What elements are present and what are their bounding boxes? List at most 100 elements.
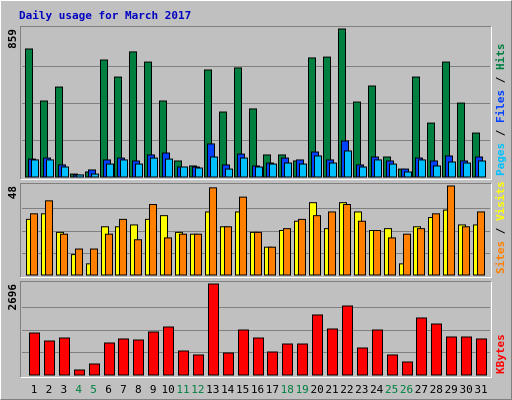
bar — [416, 317, 427, 376]
x-tick-label: 23 — [355, 383, 368, 396]
bar — [313, 215, 321, 276]
bar — [104, 342, 115, 376]
x-tick-label: 20 — [310, 383, 323, 396]
x-tick-label: 26 — [400, 383, 413, 396]
bar — [431, 323, 442, 376]
bar — [432, 213, 440, 276]
bar — [178, 350, 189, 376]
bar — [327, 328, 338, 376]
x-tick-label: 13 — [206, 383, 219, 396]
bar — [90, 248, 98, 276]
bar — [75, 248, 83, 276]
x-tick-label: 6 — [105, 383, 112, 396]
legend-entry: Sites — [494, 241, 507, 274]
bar — [91, 173, 99, 178]
bar — [359, 166, 367, 178]
bar — [163, 326, 174, 376]
bar — [238, 329, 249, 376]
bar — [299, 163, 307, 178]
bar — [165, 158, 173, 178]
x-tick-label: 12 — [191, 383, 204, 396]
bar — [374, 159, 382, 178]
bar — [373, 230, 381, 276]
bar — [329, 162, 337, 178]
bar — [477, 211, 485, 276]
x-tick-label: 5 — [90, 383, 97, 396]
bar — [461, 336, 472, 376]
bar — [418, 159, 426, 178]
legend-entry: Pages — [494, 143, 507, 176]
legend-separator: / — [494, 221, 507, 241]
bar — [328, 211, 336, 276]
bar — [269, 163, 277, 178]
bar — [118, 338, 129, 376]
bar — [478, 160, 486, 178]
bar — [149, 204, 157, 276]
bar — [133, 339, 144, 376]
bar — [55, 86, 63, 178]
panel-light — [20, 183, 492, 278]
bar — [433, 165, 441, 178]
bar — [120, 159, 128, 178]
bar — [448, 161, 456, 178]
bar — [344, 150, 352, 178]
legend-separator: / — [494, 70, 507, 90]
bar — [164, 237, 172, 276]
bar — [282, 343, 293, 376]
bar — [357, 347, 368, 376]
x-tick-label: 14 — [221, 383, 235, 396]
bar — [193, 354, 204, 376]
bar — [372, 329, 383, 376]
bar — [239, 196, 247, 276]
bar — [194, 233, 202, 276]
bar — [89, 363, 100, 376]
y-tick-label: 859 — [6, 29, 19, 49]
bar — [404, 171, 412, 178]
bar — [129, 51, 137, 178]
x-tick-label: 27 — [415, 383, 428, 396]
bar — [225, 168, 233, 178]
x-tick-label: 29 — [445, 383, 458, 396]
x-tick-label: 28 — [430, 383, 443, 396]
legend: KBytes — [494, 334, 507, 374]
bar — [180, 166, 188, 178]
bar — [283, 228, 291, 276]
x-tick-label: 10 — [161, 383, 174, 396]
bar — [417, 228, 425, 276]
bar — [389, 163, 397, 178]
bar — [210, 156, 218, 178]
legend-entry: Hits — [494, 44, 507, 71]
x-tick-label: 30 — [459, 383, 472, 396]
x-tick-label: 15 — [236, 383, 249, 396]
bar — [30, 213, 38, 276]
panel-shadow — [20, 281, 492, 378]
bar — [148, 331, 159, 376]
bar — [135, 163, 143, 178]
x-tick-label: 1 — [31, 383, 38, 396]
panel-shadow — [20, 26, 492, 180]
bar — [255, 166, 263, 178]
x-tick-label: 2 — [46, 383, 53, 396]
x-tick-label: 9 — [150, 383, 157, 396]
bar — [45, 200, 53, 276]
bar — [387, 354, 398, 376]
x-tick-label: 17 — [266, 383, 279, 396]
bar — [463, 162, 471, 178]
bar — [462, 226, 470, 276]
bar — [46, 159, 54, 178]
bar — [312, 314, 323, 376]
x-tick-label: 31 — [474, 383, 487, 396]
bar — [179, 233, 187, 276]
y-tick-label: 48 — [6, 186, 19, 199]
bar — [343, 204, 351, 276]
bar — [342, 305, 353, 376]
bar — [402, 361, 413, 376]
legend: Sites / Visits — [494, 181, 507, 274]
bar — [284, 162, 292, 178]
bar — [254, 231, 262, 276]
bar — [298, 218, 306, 276]
bar — [61, 166, 69, 178]
legend-separator: / — [494, 123, 507, 143]
bar — [150, 157, 158, 178]
